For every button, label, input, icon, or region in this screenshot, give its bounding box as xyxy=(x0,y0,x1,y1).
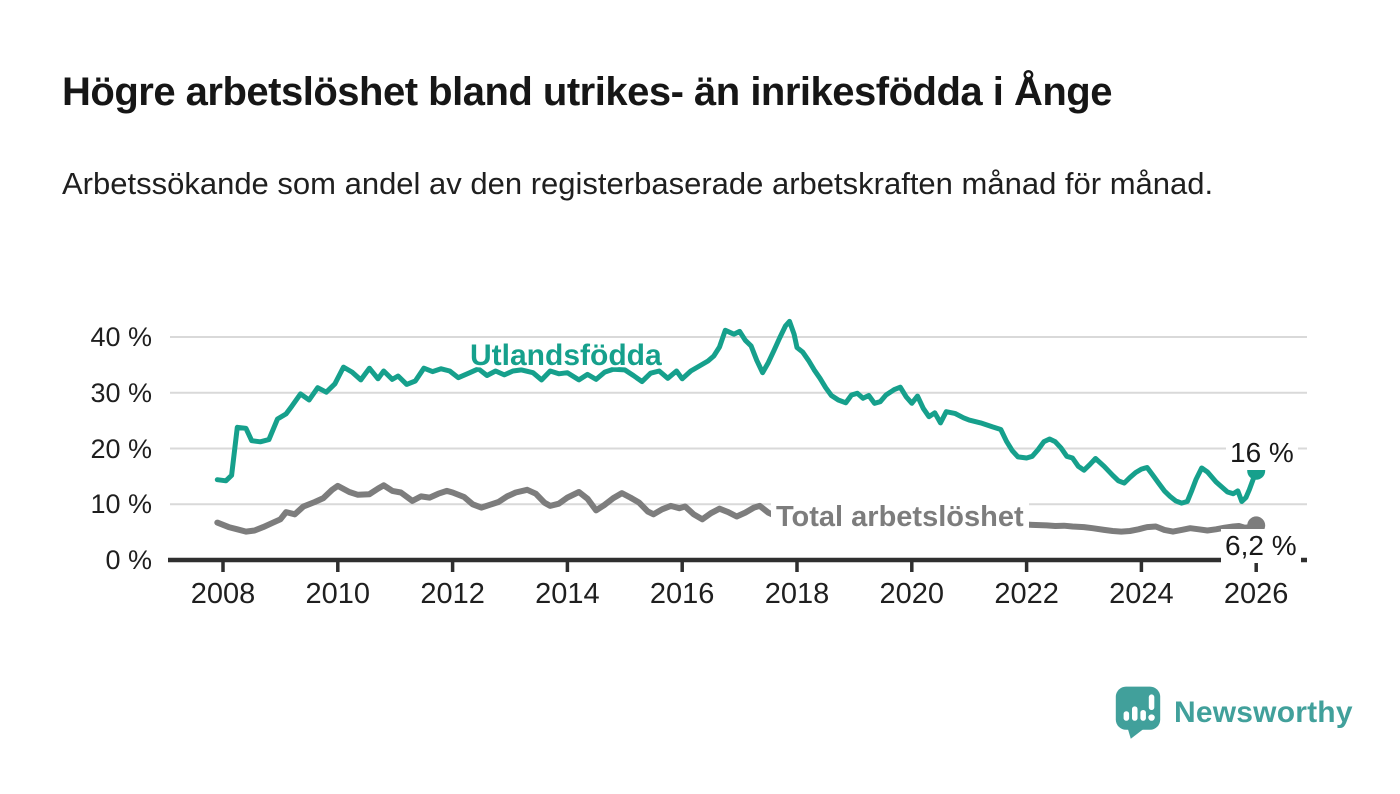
y-tick-label: 40 % xyxy=(90,322,152,352)
newsworthy-logo-icon xyxy=(1115,686,1161,739)
end-value-label-utlandsfodda: 16 % xyxy=(1226,436,1298,470)
x-tick-label: 2012 xyxy=(420,578,485,610)
x-tick-label: 2016 xyxy=(649,578,715,610)
series-label-total-arbetsloshet: Total arbetslöshet xyxy=(771,500,1029,535)
x-tick-label: 2014 xyxy=(535,578,600,610)
newsworthy-brand-link[interactable]: Newsworthy xyxy=(1115,686,1353,740)
x-tick-label: 2026 xyxy=(1223,578,1289,610)
x-tick-label: 2024 xyxy=(1109,578,1174,610)
y-tick-label: 10 % xyxy=(90,489,152,520)
series-label-utlandsfodda: Utlandsfödda xyxy=(470,339,662,372)
page-title: Högre arbetslöshet bland utrikes- än inr… xyxy=(62,70,1113,114)
y-tick-label: 0 % xyxy=(105,545,152,575)
x-tick-label: 2010 xyxy=(305,578,371,610)
chart-subtitle: Arbetssökande som andel av den registerb… xyxy=(62,166,1214,201)
x-tick-label: 2020 xyxy=(879,578,945,610)
end-value-label-total: 6,2 % xyxy=(1221,529,1301,563)
x-tick-label: 2008 xyxy=(190,578,256,610)
x-tick-label: 2018 xyxy=(764,578,830,610)
x-tick-label: 2022 xyxy=(994,578,1059,610)
series-line-utlandsfodda xyxy=(214,318,1259,506)
y-tick-label: 20 % xyxy=(90,433,152,464)
brand-name: Newsworthy xyxy=(1174,696,1353,729)
y-tick-label: 30 % xyxy=(90,377,152,408)
series-line-total xyxy=(214,482,1260,535)
